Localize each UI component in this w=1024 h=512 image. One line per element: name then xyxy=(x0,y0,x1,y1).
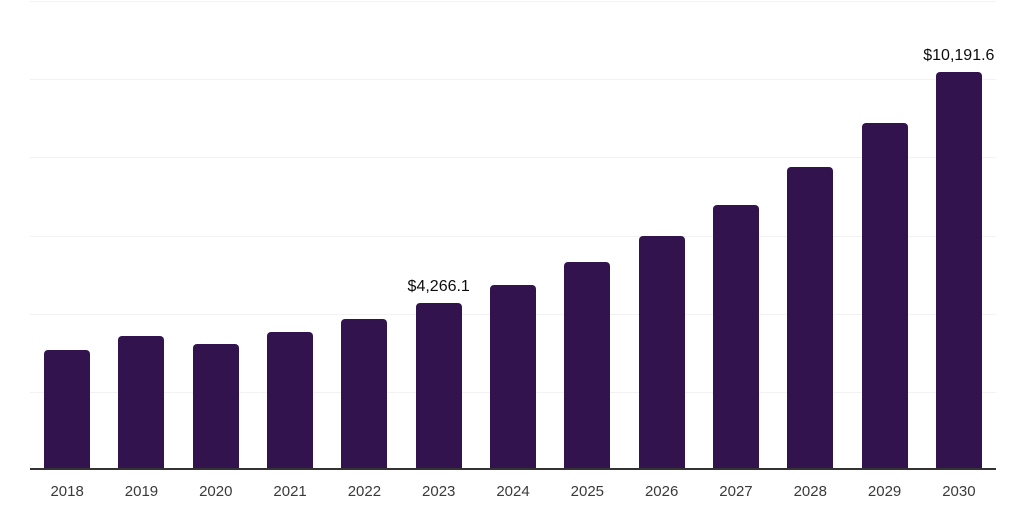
bar-2028 xyxy=(787,166,834,470)
x-tick-label-2023: 2023 xyxy=(422,483,456,500)
x-tick-label-2025: 2025 xyxy=(570,483,605,500)
plot-area: $4,266.1 $10,191.6 xyxy=(30,1,996,470)
bar-2025 xyxy=(564,262,611,470)
x-axis-line xyxy=(30,468,996,470)
x-tick-label-2029: 2029 xyxy=(867,483,902,500)
bar-2019 xyxy=(118,336,165,470)
x-tick-label-2020: 2020 xyxy=(199,483,233,500)
bar-2029 xyxy=(861,122,908,470)
data-label-2030: $10,191.6 xyxy=(923,46,995,64)
gridline xyxy=(30,1,996,2)
x-tick-label-2022: 2022 xyxy=(347,483,382,500)
x-tick-label-2028: 2028 xyxy=(793,483,827,500)
bar-2022 xyxy=(341,319,388,470)
data-label-2023: $4,266.1 xyxy=(407,278,470,296)
x-tick-label-2027: 2027 xyxy=(719,483,753,500)
bar-2027 xyxy=(712,205,759,470)
bar-2020 xyxy=(192,344,239,470)
bar-2018 xyxy=(44,349,91,470)
x-tick-label-2030: 2030 xyxy=(942,483,976,500)
x-tick-label-2021: 2021 xyxy=(273,483,307,500)
x-tick-label-2026: 2026 xyxy=(644,483,679,500)
x-axis-labels: 2018 2019 2020 2021 2022 2023 2024 2025 2026 2027… xyxy=(30,483,996,501)
bar-2024 xyxy=(490,284,536,470)
x-tick-label-2019: 2019 xyxy=(124,483,159,500)
bar-2026 xyxy=(638,235,685,470)
bar-2030 xyxy=(935,71,982,470)
x-tick-label-2018: 2018 xyxy=(50,483,84,500)
x-tick-label-2024: 2024 xyxy=(496,483,530,500)
gridline xyxy=(30,235,996,237)
gridline xyxy=(30,79,996,81)
bar-2023 xyxy=(415,303,462,470)
gridline xyxy=(30,157,996,159)
bar-2021 xyxy=(267,331,314,470)
